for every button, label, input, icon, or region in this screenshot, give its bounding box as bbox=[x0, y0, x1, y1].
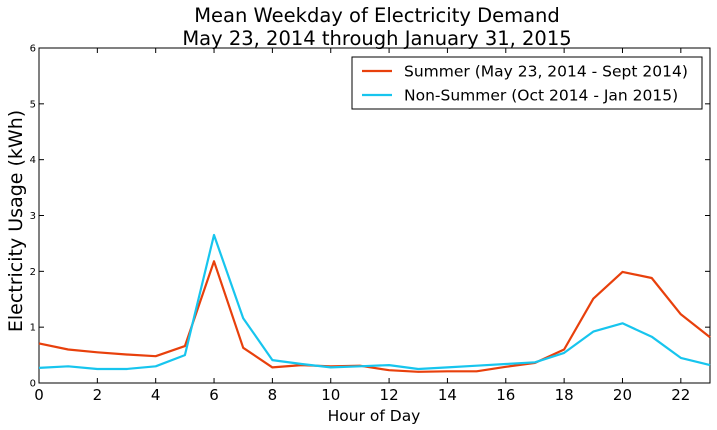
legend-label: Non-Summer (Oct 2014 - Jan 2015) bbox=[404, 87, 678, 105]
y-tick-label: 5 bbox=[30, 99, 36, 110]
x-tick-label: 6 bbox=[209, 386, 219, 404]
legend-label: Summer (May 23, 2014 - Sept 2014) bbox=[404, 63, 688, 81]
series-line-non-summer bbox=[38, 233, 711, 371]
y-tick-label: 0 bbox=[30, 379, 36, 390]
x-tick-label: 10 bbox=[321, 386, 340, 404]
x-tick-label: 2 bbox=[93, 386, 103, 404]
x-tick-label: 12 bbox=[380, 386, 399, 404]
x-axis-label: Hour of Day bbox=[328, 407, 421, 425]
x-tick-label: 18 bbox=[555, 386, 574, 404]
y-tick-label: 6 bbox=[30, 44, 36, 55]
x-tick-label: 14 bbox=[438, 386, 457, 404]
y-axis-label: Electricity Usage (kWh) bbox=[5, 110, 27, 332]
x-tick-label: 0 bbox=[34, 386, 44, 404]
chart-title-line-1: Mean Weekday of Electricity Demand bbox=[194, 4, 560, 27]
x-tick-label: 4 bbox=[151, 386, 161, 404]
x-tick-label: 22 bbox=[671, 386, 690, 404]
series-lines bbox=[38, 233, 711, 373]
x-tick-label: 8 bbox=[268, 386, 278, 404]
series-line-summer bbox=[38, 260, 711, 373]
y-tick-label: 2 bbox=[30, 267, 36, 278]
y-tick-label: 1 bbox=[30, 323, 36, 334]
legend: Summer (May 23, 2014 - Sept 2014) Non-Sum… bbox=[351, 56, 703, 110]
x-tick-label: 16 bbox=[496, 386, 515, 404]
y-axis-ticks: 0 1 2 3 4 5 6 bbox=[30, 44, 710, 390]
x-axis-ticks: 0 2 4 6 8 10 12 14 16 18 20 22 bbox=[34, 48, 690, 404]
legend-box bbox=[351, 56, 703, 110]
y-tick-label: 4 bbox=[30, 155, 36, 166]
x-tick-label: 20 bbox=[613, 386, 632, 404]
chart-title-line-2: May 23, 2014 through January 31, 2015 bbox=[182, 27, 571, 50]
y-tick-label: 3 bbox=[30, 211, 36, 222]
